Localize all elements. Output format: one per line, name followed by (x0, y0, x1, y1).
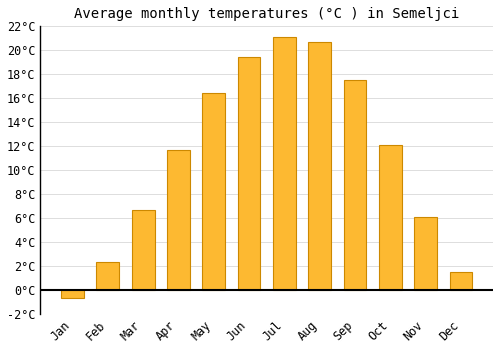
Bar (167, 150, 190, 290)
Bar (238, 57, 260, 290)
Bar (308, 42, 331, 290)
Bar (132, 210, 154, 290)
Bar (344, 80, 366, 290)
Bar (96, 262, 119, 290)
Bar (414, 217, 437, 290)
Bar (202, 93, 225, 290)
Bar (379, 145, 402, 290)
Title: Average monthly temperatures (°C ) in Semeljci: Average monthly temperatures (°C ) in Se… (74, 7, 460, 21)
Bar (61, 290, 84, 298)
Bar (273, 37, 296, 290)
Bar (450, 272, 472, 290)
